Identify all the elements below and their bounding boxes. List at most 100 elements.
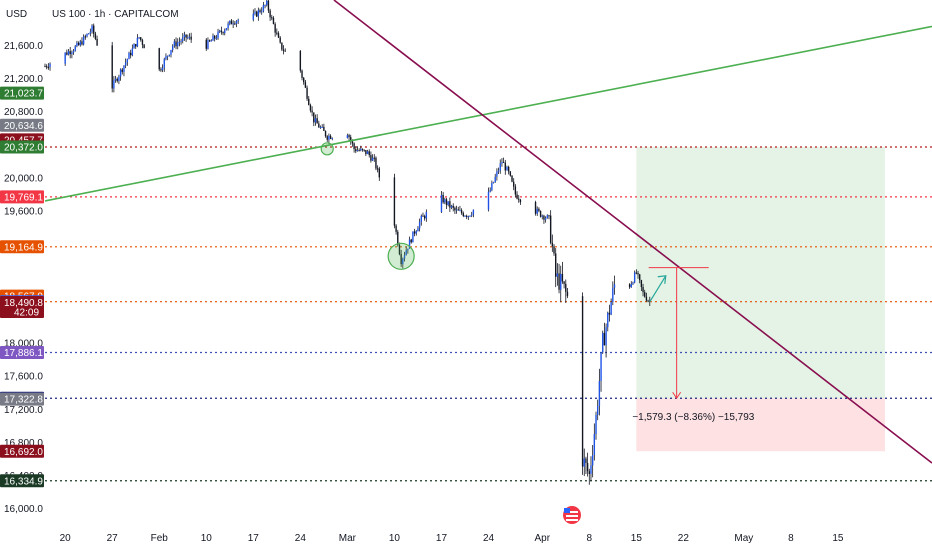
- candle-body-92: [266, 0, 268, 6]
- candle-body-75: [224, 30, 226, 34]
- candle-body-241: [610, 302, 612, 315]
- price-badge-text-13: 16,692.0: [4, 447, 43, 458]
- candle-body-239: [607, 312, 609, 328]
- candle-body-96: [272, 17, 275, 24]
- candle-body-160: [420, 215, 423, 222]
- candle-body-66: [208, 40, 211, 42]
- candle-body-202: [518, 198, 520, 200]
- candle-body-147: [398, 244, 401, 255]
- candle-body-19: [89, 31, 92, 34]
- x-tick-label: May: [734, 533, 753, 544]
- candle-body-56: [178, 41, 181, 43]
- x-tick-label: Apr: [534, 533, 550, 544]
- candle-body-220: [561, 273, 564, 282]
- candle-body-244: [628, 284, 631, 288]
- candle-body-171: [452, 205, 454, 208]
- candle-body-51: [170, 50, 172, 55]
- candle-body-221: [563, 281, 565, 284]
- green-trend-line[interactable]: [44, 25, 932, 202]
- candle-body-59: [183, 34, 186, 38]
- time-axis[interactable]: 20 27 Feb 10 17 24 Mar 10 17 24 Apr 8 15 22 May 8 15: [60, 533, 844, 544]
- candle-body-39: [136, 37, 139, 47]
- candle-body-55: [177, 42, 179, 47]
- candle-body-217: [556, 273, 559, 277]
- candle-body-98: [276, 32, 278, 34]
- candle-body-254: [645, 296, 648, 301]
- loss-zone[interactable]: [636, 398, 885, 452]
- candle-body-105: [301, 70, 303, 78]
- candle-body-35: [129, 52, 132, 56]
- candle-body-25: [113, 80, 115, 89]
- candle-body-114: [316, 118, 318, 124]
- x-tick-label: 15: [832, 533, 844, 544]
- candle-body-143: [378, 168, 381, 178]
- candle-body-48: [165, 56, 167, 60]
- candle-body-211: [546, 215, 548, 219]
- candle-body-196: [507, 166, 510, 172]
- candle-body-12: [77, 42, 80, 46]
- price-badge-text-5: 19,769.1: [4, 192, 43, 203]
- candle-body-204: [534, 202, 537, 214]
- candle-body-133: [361, 148, 364, 150]
- candle-body-129: [355, 149, 357, 152]
- candle-body-123: [331, 138, 333, 140]
- candle-body-168: [447, 201, 449, 205]
- candle-body-60: [185, 34, 187, 38]
- candle-body-111: [311, 110, 313, 113]
- candle-body-65: [207, 40, 209, 49]
- candle-body-228: [588, 471, 590, 474]
- candle-body-22: [94, 33, 97, 39]
- highlight-circle-0[interactable]: [320, 142, 334, 156]
- earnings-flag-icon[interactable]: [563, 506, 581, 524]
- candle-body-11: [76, 42, 78, 47]
- candle-body-82: [235, 21, 238, 24]
- candle-body-54: [175, 41, 177, 47]
- price-badge-10: [0, 346, 44, 360]
- highlight-circle-1[interactable]: [387, 242, 415, 270]
- candle-body-27: [116, 78, 118, 82]
- candle-body-30: [121, 69, 123, 72]
- profit-zone[interactable]: [636, 147, 885, 399]
- candle-body-145: [395, 225, 397, 232]
- candle-body-191: [499, 163, 501, 171]
- candle-body-26: [114, 78, 117, 81]
- candle-body-72: [219, 30, 221, 32]
- x-tick-label: 8: [788, 533, 794, 544]
- x-tick-label: 27: [107, 533, 119, 544]
- candle-body-24: [111, 45, 113, 89]
- candle-body-71: [217, 31, 219, 39]
- candle-body-34: [128, 52, 130, 60]
- candle-body-156: [413, 231, 416, 234]
- candle-body-201: [516, 194, 518, 199]
- x-tick-label: 24: [483, 533, 495, 544]
- red-trend-line[interactable]: [333, 0, 932, 464]
- candle-body-185: [489, 190, 491, 192]
- price-badge-0: [0, 86, 44, 100]
- candle-body-45: [160, 69, 162, 71]
- candle-body-181: [469, 215, 471, 217]
- x-tick-label: 10: [201, 533, 213, 544]
- candle-body-4: [64, 52, 66, 64]
- candle-body-165: [442, 194, 444, 203]
- candle-body-247: [633, 272, 636, 283]
- symbol-title[interactable]: US 100 · 1h · CAPITALCOM: [52, 9, 179, 20]
- candle-body-108: [306, 87, 308, 99]
- candle-body-2: [47, 67, 50, 69]
- candle-body-47: [163, 59, 165, 68]
- candle-body-197: [509, 171, 512, 176]
- candle-body-74: [222, 32, 224, 34]
- candle-body-135: [365, 150, 367, 155]
- candle-body-128: [353, 143, 355, 150]
- candle-body-154: [410, 239, 412, 243]
- price-badge-text-0: 21,023.7: [4, 89, 43, 100]
- candle-body-237: [603, 332, 606, 346]
- candle-body-169: [449, 201, 451, 208]
- candle-body-103: [284, 50, 286, 52]
- candle-body-18: [87, 33, 90, 35]
- candle-body-94: [269, 10, 271, 18]
- candle-body-91: [264, 5, 266, 7]
- candle-body-20: [91, 25, 93, 32]
- y-tick-label: 20,800.0: [4, 107, 43, 118]
- candle-body-93: [267, 0, 270, 11]
